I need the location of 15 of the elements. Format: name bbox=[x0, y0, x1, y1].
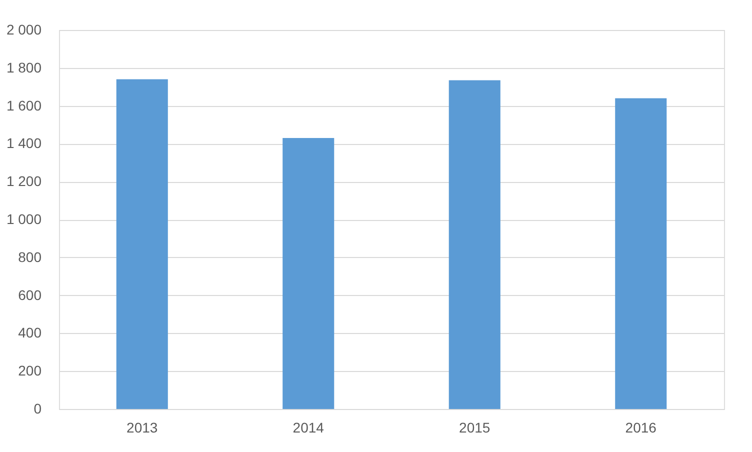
y-tick-label: 2 000 bbox=[6, 22, 42, 38]
x-tick-label: 2016 bbox=[625, 420, 657, 436]
y-tick-label: 600 bbox=[18, 286, 42, 303]
y-tick-label: 400 bbox=[18, 324, 42, 341]
y-tick-label: 1 000 bbox=[6, 211, 42, 227]
x-tick-label: 2014 bbox=[292, 420, 324, 436]
y-tick-label: 0 bbox=[34, 400, 42, 416]
y-tick-label: 1 600 bbox=[6, 97, 42, 114]
y-tick-label: 800 bbox=[18, 248, 42, 265]
y-tick-label: 1 200 bbox=[6, 173, 42, 190]
x-tick-label: 2015 bbox=[459, 420, 490, 436]
x-tick-label: 2013 bbox=[126, 420, 158, 436]
y-tick-label: 200 bbox=[18, 362, 42, 379]
y-tick-label: 1 800 bbox=[6, 59, 42, 76]
y-tick-label: 1 400 bbox=[6, 135, 42, 152]
